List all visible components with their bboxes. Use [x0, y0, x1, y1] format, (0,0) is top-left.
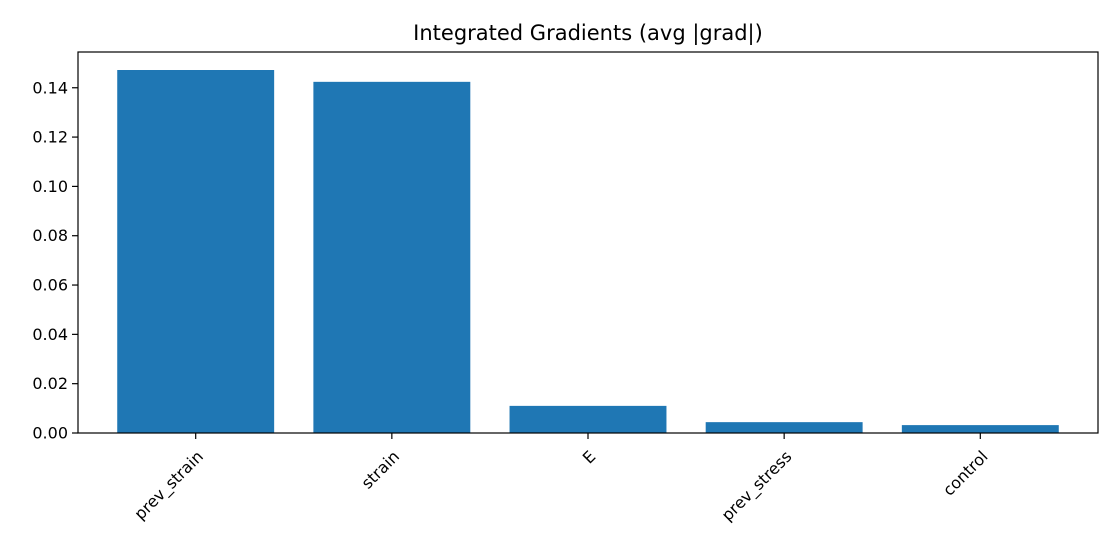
bar-strain — [313, 81, 471, 433]
bar-control — [901, 425, 1059, 433]
y-tick-label: 0.12 — [32, 128, 68, 147]
x-tick-label: prev_strain — [130, 447, 207, 524]
x-tick-label: strain — [357, 447, 403, 493]
bar-prev-stress — [705, 422, 863, 433]
plot-frame — [77, 51, 1099, 434]
y-tick-label: 0.02 — [32, 374, 68, 393]
bar-prev-strain — [117, 70, 275, 433]
y-tick-label: 0.00 — [32, 424, 68, 443]
y-tick-label: 0.06 — [32, 276, 68, 295]
y-tick-label: 0.04 — [32, 325, 68, 344]
y-tick-label: 0.08 — [32, 226, 68, 245]
bar-e — [509, 405, 667, 433]
y-tick-label: 0.10 — [32, 177, 68, 196]
y-tick-label: 0.14 — [32, 78, 68, 97]
chart-title: Integrated Gradients (avg |grad|) — [413, 21, 763, 46]
y-axis: 0.00 0.02 0.04 0.06 0.08 0.10 0.12 0.14 — [32, 78, 78, 443]
x-tick-label: control — [939, 447, 992, 500]
bars-group — [117, 70, 1059, 433]
x-tick-label: prev_stress — [718, 447, 797, 526]
x-tick-label: E — [579, 447, 600, 468]
